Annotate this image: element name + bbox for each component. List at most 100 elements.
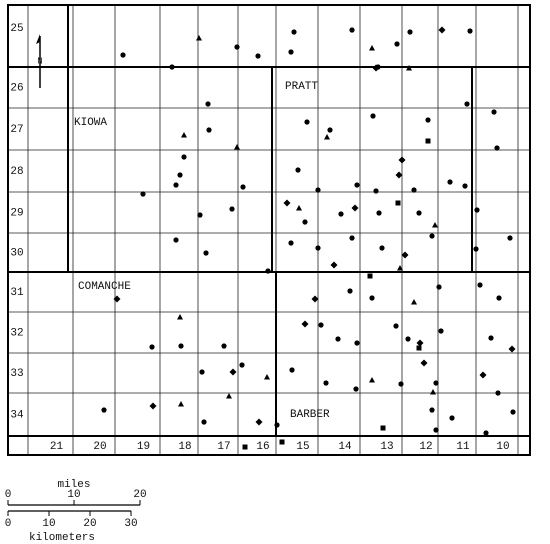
range-label: 14 — [338, 441, 352, 453]
township-label: 27 — [10, 124, 23, 136]
township-label: 29 — [10, 207, 23, 219]
well-triangle — [234, 144, 240, 150]
kiowa-west-border — [8, 5, 69, 273]
well-dot — [201, 419, 207, 425]
well-dot — [488, 335, 494, 341]
range-label: 18 — [178, 441, 191, 453]
scale-tick-label: 20 — [83, 518, 96, 530]
well-dot — [315, 245, 321, 251]
well-triangle — [324, 134, 330, 140]
well-dot — [467, 28, 473, 34]
well-dot — [483, 430, 489, 436]
well-markers — [101, 26, 516, 450]
range-label: 10 — [496, 441, 509, 453]
well-triangle — [397, 265, 403, 271]
well-triangle — [264, 374, 270, 380]
well-dot — [349, 27, 355, 33]
well-dot — [429, 233, 435, 239]
well-dot — [369, 295, 375, 301]
map-frame — [7, 4, 531, 456]
well-dot — [379, 245, 385, 251]
well-dot — [473, 246, 479, 252]
well-dot — [221, 343, 227, 349]
well-dot — [411, 187, 417, 193]
well-dot — [302, 219, 308, 225]
well-dot — [289, 367, 295, 373]
well-dot — [288, 240, 294, 246]
scale-tick-label: 10 — [67, 489, 80, 501]
well-diamond — [351, 204, 359, 212]
well-triangle — [296, 205, 302, 211]
well-diamond — [149, 402, 157, 410]
well-dot — [291, 29, 297, 35]
well-dot — [239, 362, 245, 368]
well-triangle — [406, 65, 412, 71]
range-label: 21 — [50, 441, 64, 453]
well-diamond — [479, 371, 487, 379]
well-dot — [199, 369, 205, 375]
well-dot — [416, 210, 422, 216]
well-dot — [234, 44, 240, 50]
well-dot — [240, 184, 246, 190]
well-dot — [203, 250, 209, 256]
well-triangle — [369, 377, 375, 383]
well-dot — [323, 380, 329, 386]
well-dot — [491, 109, 497, 115]
well-diamond — [372, 64, 380, 72]
well-dot — [197, 212, 203, 218]
well-dot — [449, 415, 455, 421]
well-diamond — [113, 295, 121, 303]
well-triangle — [432, 222, 438, 228]
north-arrow: N — [36, 34, 43, 88]
well-dot — [433, 380, 439, 386]
well-diamond — [330, 261, 338, 269]
scale-tick-label: 0 — [5, 518, 12, 530]
county-label: BARBER — [290, 409, 330, 421]
county-label: PRATT — [285, 81, 318, 93]
well-dot — [181, 154, 187, 160]
township-label: 33 — [10, 368, 23, 380]
township-label: 25 — [10, 23, 23, 35]
well-diamond — [395, 171, 403, 179]
well-dot — [173, 237, 179, 243]
well-dot — [327, 127, 333, 133]
well-dot — [347, 288, 353, 294]
well-dot — [318, 322, 324, 328]
well-diamond — [255, 418, 263, 426]
well-dot — [206, 127, 212, 133]
well-dot — [353, 386, 359, 392]
well-dot — [315, 187, 321, 193]
county-label: COMANCHE — [78, 281, 131, 293]
scale-tick-label: 30 — [124, 518, 137, 530]
well-dot — [338, 211, 344, 217]
well-dot — [288, 49, 294, 55]
well-diamond — [301, 320, 309, 328]
well-square — [367, 273, 373, 279]
scale-bar: miles kilometers 0 10 20 0 10 20 30 — [5, 479, 147, 544]
township-grid — [8, 5, 530, 455]
well-dot — [169, 64, 175, 70]
well-dot — [477, 282, 483, 288]
well-diamond — [283, 199, 291, 207]
scale-tick-label: 0 — [5, 489, 12, 501]
well-dot — [496, 295, 502, 301]
well-dot — [429, 407, 435, 413]
well-dot — [120, 52, 126, 58]
county-borders — [7, 4, 531, 456]
well-dot — [447, 179, 453, 185]
range-label: 17 — [217, 441, 230, 453]
well-dot — [354, 340, 360, 346]
well-dot — [101, 407, 107, 413]
well-dot — [349, 235, 355, 241]
scale-km-label: kilometers — [29, 532, 95, 544]
well-triangle — [411, 299, 417, 305]
well-dot — [405, 336, 411, 342]
well-diamond — [398, 156, 406, 164]
county-label: KIOWA — [74, 117, 107, 129]
range-label: 13 — [380, 441, 393, 453]
range-label: 12 — [419, 441, 432, 453]
well-dot — [140, 191, 146, 197]
township-label: 28 — [10, 166, 23, 178]
well-triangle — [196, 35, 202, 41]
